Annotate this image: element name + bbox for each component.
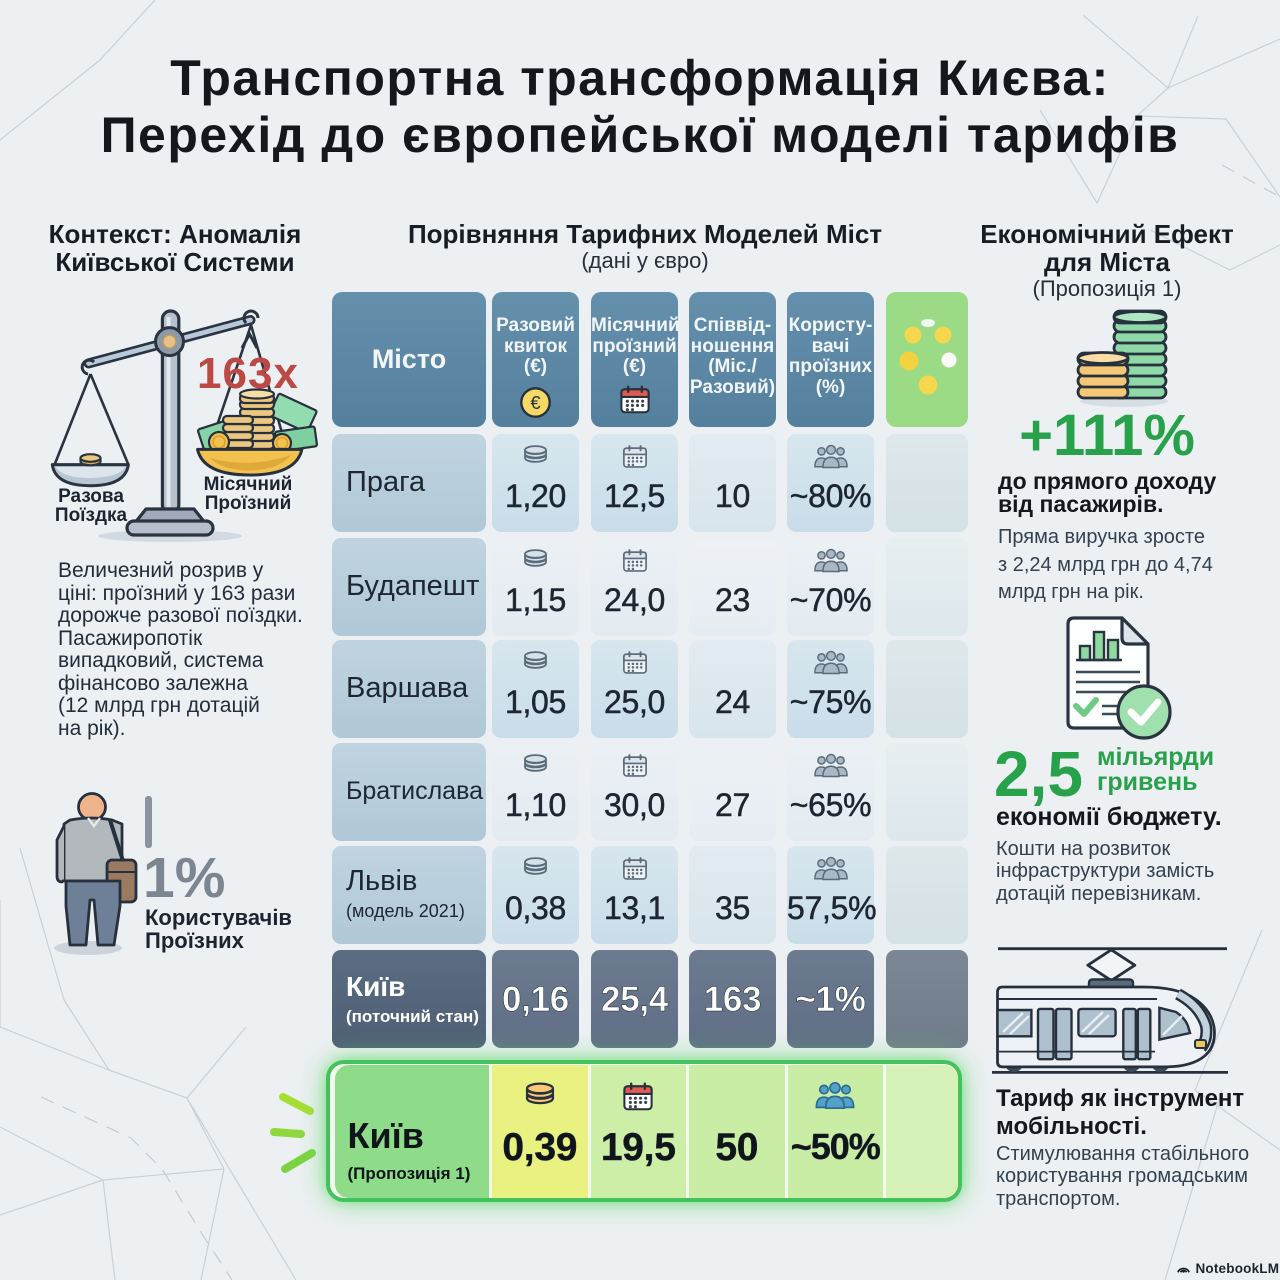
svg-text:€: € [530,392,540,413]
